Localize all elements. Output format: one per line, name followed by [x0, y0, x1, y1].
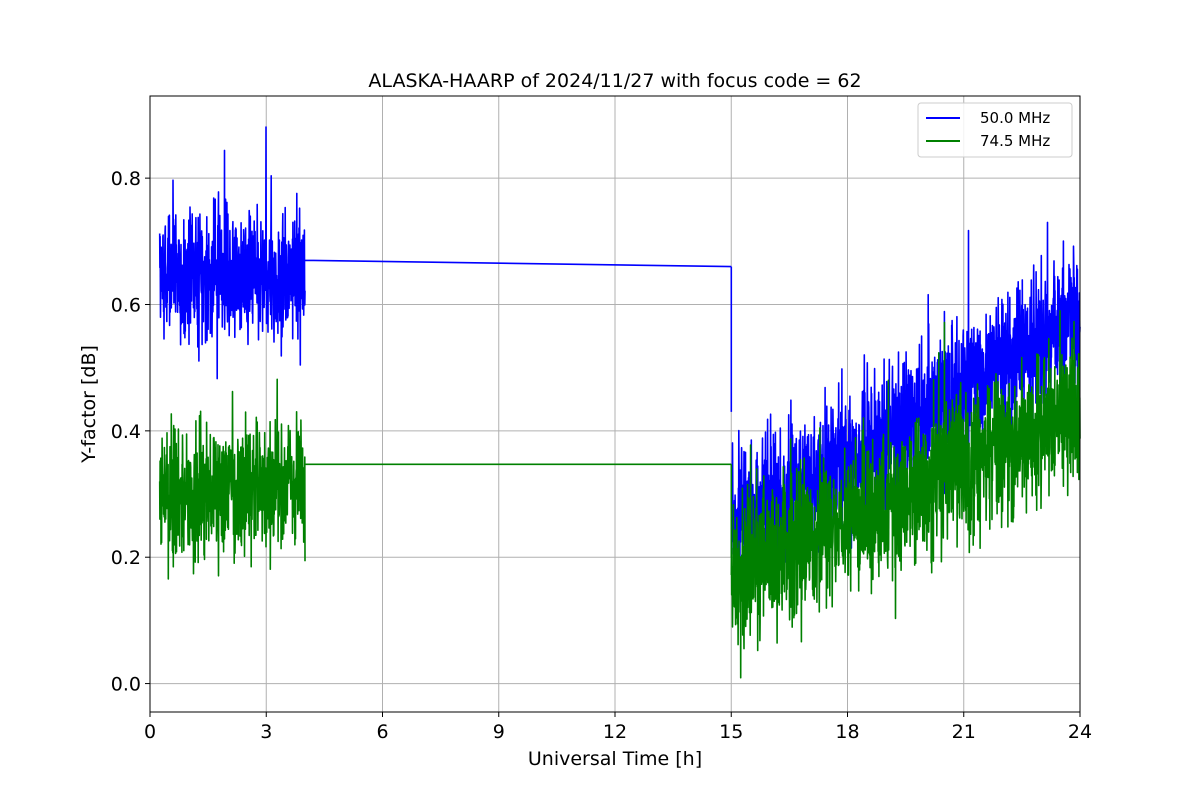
y-tick-label: 0.0	[111, 674, 141, 696]
legend-box	[917, 102, 1073, 158]
plot-area	[158, 126, 1081, 679]
chart-title: ALASKA-HAARP of 2024/11/27 with focus co…	[368, 70, 861, 92]
x-tick-label: 24	[1068, 721, 1092, 743]
y-tick-label: 0.4	[111, 421, 141, 443]
x-axis-label: Universal Time [h]	[528, 748, 702, 770]
x-tick-label: 6	[376, 721, 388, 743]
y-tick-label: 0.8	[111, 168, 141, 190]
legend-label: 50.0 MHz	[980, 109, 1050, 127]
x-tick-label: 21	[952, 721, 976, 743]
x-tick-label: 15	[719, 721, 743, 743]
y-axis-label: Y-factor [dB]	[78, 345, 100, 464]
legend: 50.0 MHz 74.5 MHz	[917, 102, 1073, 158]
x-tick-label: 12	[603, 721, 627, 743]
legend-label: 74.5 MHz	[980, 132, 1050, 150]
y-tick-label: 0.6	[111, 294, 141, 316]
series-line-74-5-mhz	[158, 310, 1081, 679]
x-tick-label: 3	[260, 721, 272, 743]
y-tick-label: 0.2	[111, 547, 141, 569]
axis-ticks: 0 3 6 9 12 15 18 21 24 0.0 0.2 0.4 0.6 0.8	[111, 168, 1092, 743]
x-tick-label: 9	[493, 721, 505, 743]
x-tick-label: 0	[144, 721, 156, 743]
series-line-50-0-mhz	[158, 126, 1081, 596]
x-tick-label: 18	[835, 721, 859, 743]
